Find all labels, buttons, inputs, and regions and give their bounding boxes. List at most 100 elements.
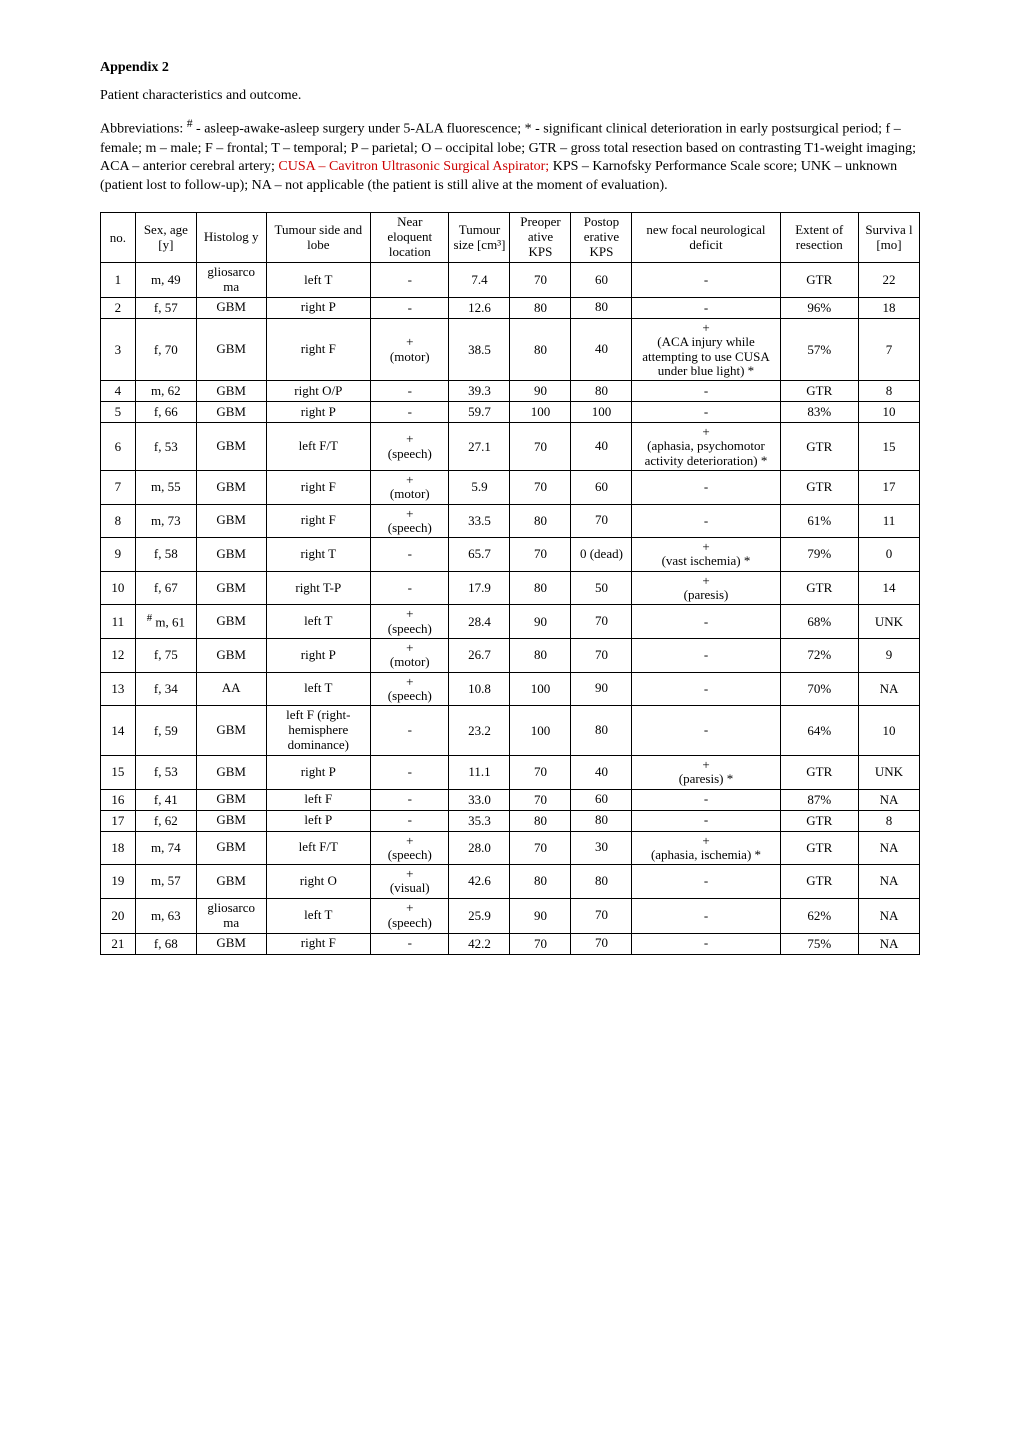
table-cell: 16 [101,789,136,810]
table-cell: 100 [510,706,571,756]
table-cell: 25.9 [449,898,510,933]
table-cell: left F (right-hemisphere dominance) [266,706,371,756]
table-row: 8m, 73GBMright F+(speech)33.58070-61%11 [101,504,920,538]
table-cell: GTR [780,831,858,865]
table-cell: 18 [858,297,919,318]
table-cell: right P [266,755,371,789]
table-cell: 80 [571,810,632,831]
table-cell: 70 [510,263,571,298]
table-cell: - [632,789,780,810]
col-no: no. [101,213,136,263]
appendix-subtitle: Patient characteristics and outcome. [100,88,920,104]
table-cell: 80 [510,638,571,672]
table-cell: GBM [196,297,266,318]
table-cell: 17 [101,810,136,831]
table-cell: left T [266,898,371,933]
table-cell: - [371,571,449,605]
table-cell: 70 [510,789,571,810]
col-deficit: new focal neurological deficit [632,213,780,263]
table-cell: 20 [101,898,136,933]
col-hist: Histolog y [196,213,266,263]
table-cell: 100 [510,672,571,706]
table-cell: 10.8 [449,672,510,706]
table-cell: 9 [858,638,919,672]
table-cell: gliosarco ma [196,898,266,933]
table-row: 15f, 53GBMright P-11.17040+(paresis) *GT… [101,755,920,789]
table-cell: - [632,381,780,402]
table-cell: GTR [780,571,858,605]
table-cell: right T [266,538,371,572]
col-preop: Preoper ative KPS [510,213,571,263]
table-cell: 42.6 [449,865,510,899]
table-cell: - [371,402,449,423]
table-cell: 80 [510,318,571,380]
table-cell: 38.5 [449,318,510,380]
col-side: Tumour side and lobe [266,213,371,263]
patient-table: no. Sex, age [y] Histolog y Tumour side … [100,212,920,954]
table-row: 18m, 74GBMleft F/T+(speech)28.07030+(aph… [101,831,920,865]
table-cell: right T-P [266,571,371,605]
table-cell: 42.2 [449,933,510,954]
table-cell: +(paresis) [632,571,780,605]
table-cell: 80 [510,504,571,538]
table-cell: GBM [196,933,266,954]
table-row: 9f, 58GBMright T-65.7700 (dead)+(vast is… [101,538,920,572]
table-cell: 30 [571,831,632,865]
table-cell: 80 [510,571,571,605]
col-sex: Sex, age [y] [135,213,196,263]
table-cell: f, 41 [135,789,196,810]
table-cell: right F [266,504,371,538]
table-cell: 17.9 [449,571,510,605]
table-cell: 18 [101,831,136,865]
table-cell: 33.5 [449,504,510,538]
table-cell: m, 55 [135,470,196,504]
table-cell: 79% [780,538,858,572]
table-cell: 80 [571,297,632,318]
table-cell: gliosarco ma [196,263,266,298]
table-cell: +(vast ischemia) * [632,538,780,572]
table-cell: 61% [780,504,858,538]
table-row: 4m, 62GBMright O/P-39.39080-GTR8 [101,381,920,402]
table-cell: 10 [101,571,136,605]
table-cell: UNK [858,605,919,639]
table-cell: 40 [571,423,632,471]
table-cell: 60 [571,789,632,810]
table-cell: NA [858,672,919,706]
table-cell: - [632,402,780,423]
table-cell: 39.3 [449,381,510,402]
table-cell: GBM [196,810,266,831]
table-cell: GBM [196,571,266,605]
table-cell: +(motor) [371,638,449,672]
table-cell: +(speech) [371,898,449,933]
table-cell: 14 [101,706,136,756]
table-cell: 15 [858,423,919,471]
table-row: 21f, 68GBMright F-42.27070-75%NA [101,933,920,954]
table-cell: right F [266,470,371,504]
col-postop: Postop erative KPS [571,213,632,263]
table-cell: 19 [101,865,136,899]
table-cell: # m, 61 [135,605,196,639]
table-cell: m, 63 [135,898,196,933]
table-cell: 70 [510,933,571,954]
table-cell: 27.1 [449,423,510,471]
table-cell: 70 [571,504,632,538]
table-cell: +(aphasia, ischemia) * [632,831,780,865]
table-cell: 7 [101,470,136,504]
table-cell: - [632,638,780,672]
table-row: 3f, 70GBMright F+(motor)38.58040+(ACA in… [101,318,920,380]
table-cell: 70 [510,470,571,504]
table-cell: - [371,381,449,402]
table-cell: - [371,755,449,789]
table-cell: 96% [780,297,858,318]
table-row: 7m, 55GBMright F+(motor)5.97060-GTR17 [101,470,920,504]
table-cell: - [371,297,449,318]
table-cell: 80 [510,865,571,899]
table-cell: AA [196,672,266,706]
table-cell: left T [266,263,371,298]
table-cell: 50 [571,571,632,605]
table-cell: 5 [101,402,136,423]
table-row: 13f, 34AAleft T+(speech)10.810090-70%NA [101,672,920,706]
table-cell: 28.4 [449,605,510,639]
table-cell: 90 [510,605,571,639]
table-row: 2f, 57GBMright P-12.68080-96%18 [101,297,920,318]
